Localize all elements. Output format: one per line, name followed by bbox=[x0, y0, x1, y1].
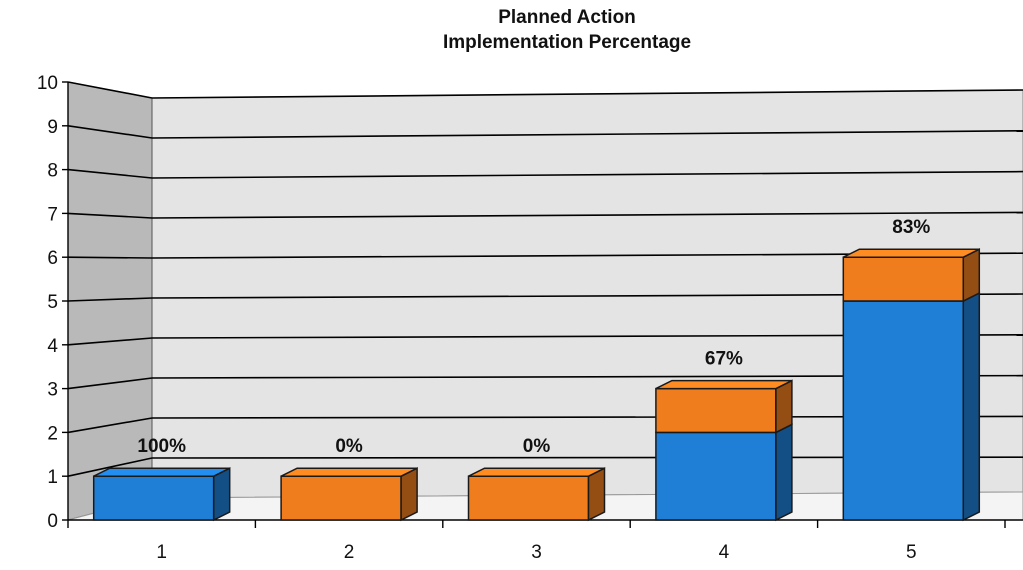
gridline bbox=[151, 130, 1023, 139]
bar-segment bbox=[842, 247, 981, 303]
bar-segment bbox=[655, 379, 793, 434]
data-label: 100% bbox=[137, 436, 186, 457]
y-tick-label: 0 bbox=[47, 511, 58, 532]
bar-top bbox=[468, 467, 605, 477]
bar-side bbox=[775, 423, 793, 522]
gridline-side bbox=[67, 168, 153, 179]
bar-face bbox=[842, 256, 965, 302]
y-tick-label: 1 bbox=[47, 467, 58, 488]
gridline-side bbox=[67, 417, 153, 434]
y-tick-label: 10 bbox=[37, 73, 58, 94]
data-label: 67% bbox=[705, 349, 743, 370]
bars bbox=[92, 247, 981, 522]
bar-side bbox=[962, 247, 981, 303]
chart-title-line-1: Planned Action bbox=[498, 7, 636, 28]
data-labels: 100% 0% 0% 67% 83% bbox=[137, 217, 930, 457]
bar-segment bbox=[280, 466, 418, 522]
y-tick-label: 4 bbox=[47, 336, 58, 357]
y-tick-label: 9 bbox=[47, 117, 58, 138]
gridline-side bbox=[67, 212, 153, 219]
x-tick-label: 3 bbox=[531, 542, 542, 563]
bar-side bbox=[587, 466, 606, 522]
bar-side bbox=[212, 466, 231, 522]
bar-top bbox=[280, 467, 418, 477]
gridline bbox=[151, 89, 1023, 99]
data-label: 0% bbox=[335, 436, 363, 457]
gridline-side bbox=[67, 125, 153, 139]
bar-face bbox=[92, 475, 215, 521]
y-tick-label: 2 bbox=[47, 423, 58, 444]
bar-top bbox=[842, 248, 980, 258]
chart-title: Planned Action Implementation Percentage bbox=[443, 7, 691, 53]
bar-side bbox=[400, 466, 418, 522]
x-tick-label: 4 bbox=[719, 542, 730, 563]
bar-face bbox=[655, 431, 777, 521]
bar-segment bbox=[92, 466, 231, 522]
chart-title-line-2: Implementation Percentage bbox=[443, 32, 691, 53]
bar-side bbox=[962, 291, 981, 522]
gridline-side bbox=[67, 297, 153, 302]
gridline-side bbox=[67, 377, 153, 390]
y-tick-label: 7 bbox=[47, 204, 58, 225]
gridline-side bbox=[67, 81, 153, 99]
bar-top bbox=[93, 467, 231, 477]
gridline-side bbox=[67, 337, 153, 346]
data-label: 0% bbox=[523, 436, 551, 457]
bar-side bbox=[775, 379, 793, 434]
bar-segment bbox=[467, 466, 606, 522]
x-tick-label: 1 bbox=[156, 542, 167, 563]
gridline bbox=[151, 211, 1023, 219]
bar-face bbox=[280, 475, 402, 521]
bar-top bbox=[655, 379, 793, 390]
gridline bbox=[151, 170, 1023, 179]
x-axis: 1 2 3 4 5 bbox=[67, 519, 1023, 563]
bar-segment bbox=[655, 423, 793, 522]
gridline-side bbox=[67, 457, 153, 477]
bar-face bbox=[842, 300, 965, 521]
x-tick-label: 5 bbox=[906, 542, 917, 563]
bar-segment bbox=[842, 291, 981, 522]
y-tick-label: 6 bbox=[47, 248, 58, 269]
y-tick-label: 8 bbox=[47, 161, 58, 182]
y-tick-label: 3 bbox=[47, 380, 58, 401]
x-tick-label: 2 bbox=[344, 542, 355, 563]
y-tick-label: 5 bbox=[47, 292, 58, 313]
bar-face bbox=[655, 387, 777, 434]
gridline-side bbox=[67, 256, 153, 259]
bar-face bbox=[467, 475, 590, 521]
data-label: 83% bbox=[892, 217, 930, 238]
y-axis: 0 1 2 3 4 5 6 7 8 9 10 bbox=[37, 73, 69, 532]
